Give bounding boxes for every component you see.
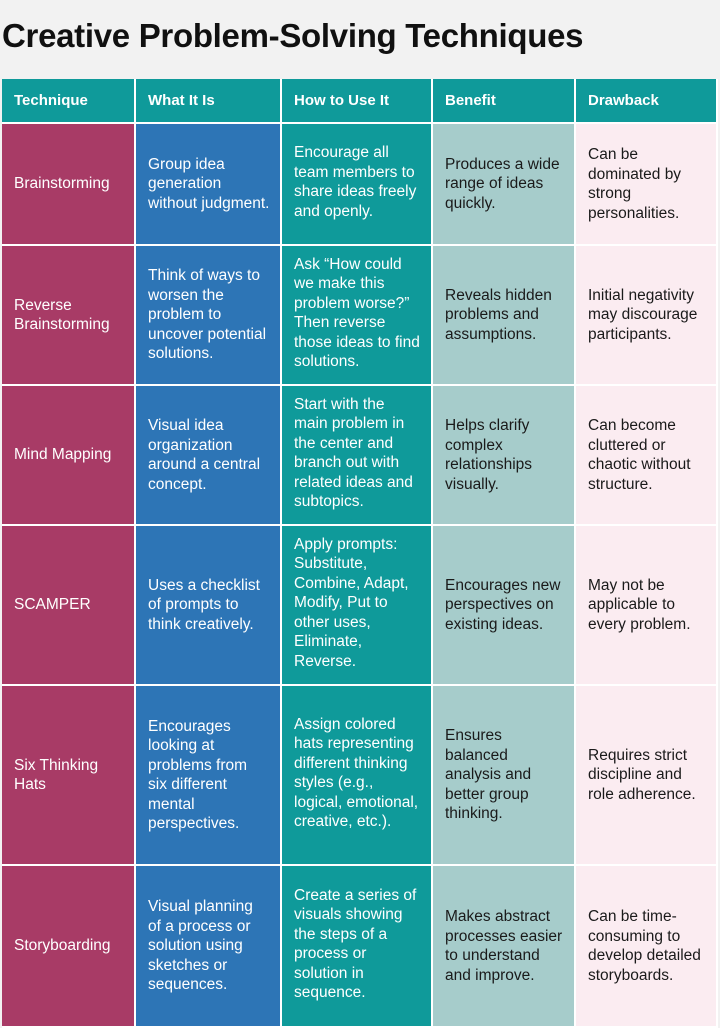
cell-what-it-is: Uses a checklist of prompts to think cre… xyxy=(136,526,282,686)
cell-drawback: Can be time-consuming to develop detaile… xyxy=(576,866,718,1028)
benefit-text: Reveals hidden problems and assumptions. xyxy=(445,286,552,343)
what-it-is-text: Visual planning of a process or solution… xyxy=(148,898,253,994)
drawback-text: Can become cluttered or chaotic without … xyxy=(588,417,691,493)
cell-drawback: May not be applicable to every problem. xyxy=(576,526,718,686)
cell-what-it-is: Visual idea organization around a centra… xyxy=(136,386,282,526)
drawback-text: Can be time-consuming to develop detaile… xyxy=(588,908,701,984)
header-label: What It Is xyxy=(148,91,215,109)
cell-benefit: Reveals hidden problems and assumptions. xyxy=(433,246,576,386)
header-how-to-use-it: How to Use It xyxy=(282,79,433,124)
drawback-text: Initial negativity may discourage partic… xyxy=(588,286,698,343)
techniques-table: Technique What It Is How to Use It Benef… xyxy=(2,79,718,1028)
what-it-is-text: Encourages looking at problems from six … xyxy=(148,717,248,833)
header-benefit: Benefit xyxy=(433,79,576,124)
header-what-it-is: What It Is xyxy=(136,79,282,124)
cell-how-to-use-it: Ask “How could we make this problem wors… xyxy=(282,246,433,386)
cell-benefit: Helps clarify complex relationships visu… xyxy=(433,386,576,526)
technique-name: SCAMPER xyxy=(14,596,91,614)
what-it-is-text: Think of ways to worsen the problem to u… xyxy=(148,267,267,363)
technique-name: Six Thinking Hats xyxy=(14,756,99,794)
technique-name: Reverse Brainstorming xyxy=(14,296,110,334)
cell-benefit: Encourages new perspectives on existing … xyxy=(433,526,576,686)
benefit-text: Ensures balanced analysis and better gro… xyxy=(445,727,532,823)
cell-benefit: Produces a wide range of ideas quickly. xyxy=(433,124,576,246)
cell-drawback: Can become cluttered or chaotic without … xyxy=(576,386,718,526)
cell-how-to-use-it: Encourage all team members to share idea… xyxy=(282,124,433,246)
benefit-text: Makes abstract processes easier to under… xyxy=(445,908,563,984)
cell-technique: Brainstorming xyxy=(2,124,136,246)
cell-what-it-is: Group idea generation without judgment. xyxy=(136,124,282,246)
how-to-use-text: Start with the main problem in the cente… xyxy=(294,395,413,511)
what-it-is-text: Group idea generation without judgment. xyxy=(148,155,270,212)
header-label: Drawback xyxy=(588,91,659,109)
cell-how-to-use-it: Create a series of visuals showing the s… xyxy=(282,866,433,1028)
cell-technique: Reverse Brainstorming xyxy=(2,246,136,386)
cell-how-to-use-it: Start with the main problem in the cente… xyxy=(282,386,433,526)
drawback-text: Can be dominated by strong personalities… xyxy=(588,146,682,222)
cell-benefit: Makes abstract processes easier to under… xyxy=(433,866,576,1028)
drawback-text: Requires strict discipline and role adhe… xyxy=(588,746,696,803)
header-technique: Technique xyxy=(2,79,136,124)
benefit-text: Produces a wide range of ideas quickly. xyxy=(445,155,560,212)
drawback-text: May not be applicable to every problem. xyxy=(588,576,691,633)
cell-technique: Mind Mapping xyxy=(2,386,136,526)
cell-benefit: Ensures balanced analysis and better gro… xyxy=(433,686,576,866)
page-title: Creative Problem-Solving Techniques xyxy=(2,17,584,54)
header-drawback: Drawback xyxy=(576,79,718,124)
cell-what-it-is: Think of ways to worsen the problem to u… xyxy=(136,246,282,386)
what-it-is-text: Uses a checklist of prompts to think cre… xyxy=(148,576,260,633)
cell-technique: SCAMPER xyxy=(2,526,136,686)
how-to-use-text: Ask “How could we make this problem wors… xyxy=(294,255,420,371)
cell-technique: Six Thinking Hats xyxy=(2,686,136,866)
cell-technique: Storyboarding xyxy=(2,866,136,1028)
technique-name: Mind Mapping xyxy=(14,446,112,464)
header-label: Benefit xyxy=(445,91,496,109)
cell-drawback: Initial negativity may discourage partic… xyxy=(576,246,718,386)
how-to-use-text: Encourage all team members to share idea… xyxy=(294,144,417,220)
technique-name: Brainstorming xyxy=(14,175,110,193)
cell-how-to-use-it: Assign colored hats representing differe… xyxy=(282,686,433,866)
benefit-text: Encourages new perspectives on existing … xyxy=(445,576,561,633)
cell-drawback: Can be dominated by strong personalities… xyxy=(576,124,718,246)
header-label: Technique xyxy=(14,91,88,109)
cell-drawback: Requires strict discipline and role adhe… xyxy=(576,686,718,866)
cell-how-to-use-it: Apply prompts: Substitute, Combine, Adap… xyxy=(282,526,433,686)
cell-what-it-is: Encourages looking at problems from six … xyxy=(136,686,282,866)
benefit-text: Helps clarify complex relationships visu… xyxy=(445,417,533,493)
how-to-use-text: Assign colored hats representing differe… xyxy=(294,715,419,831)
header-label: How to Use It xyxy=(294,91,390,109)
how-to-use-text: Create a series of visuals showing the s… xyxy=(294,886,417,1002)
how-to-use-text: Apply prompts: Substitute, Combine, Adap… xyxy=(294,535,409,670)
what-it-is-text: Visual idea organization around a centra… xyxy=(148,417,261,493)
technique-name: Storyboarding xyxy=(14,937,111,955)
cell-what-it-is: Visual planning of a process or solution… xyxy=(136,866,282,1028)
